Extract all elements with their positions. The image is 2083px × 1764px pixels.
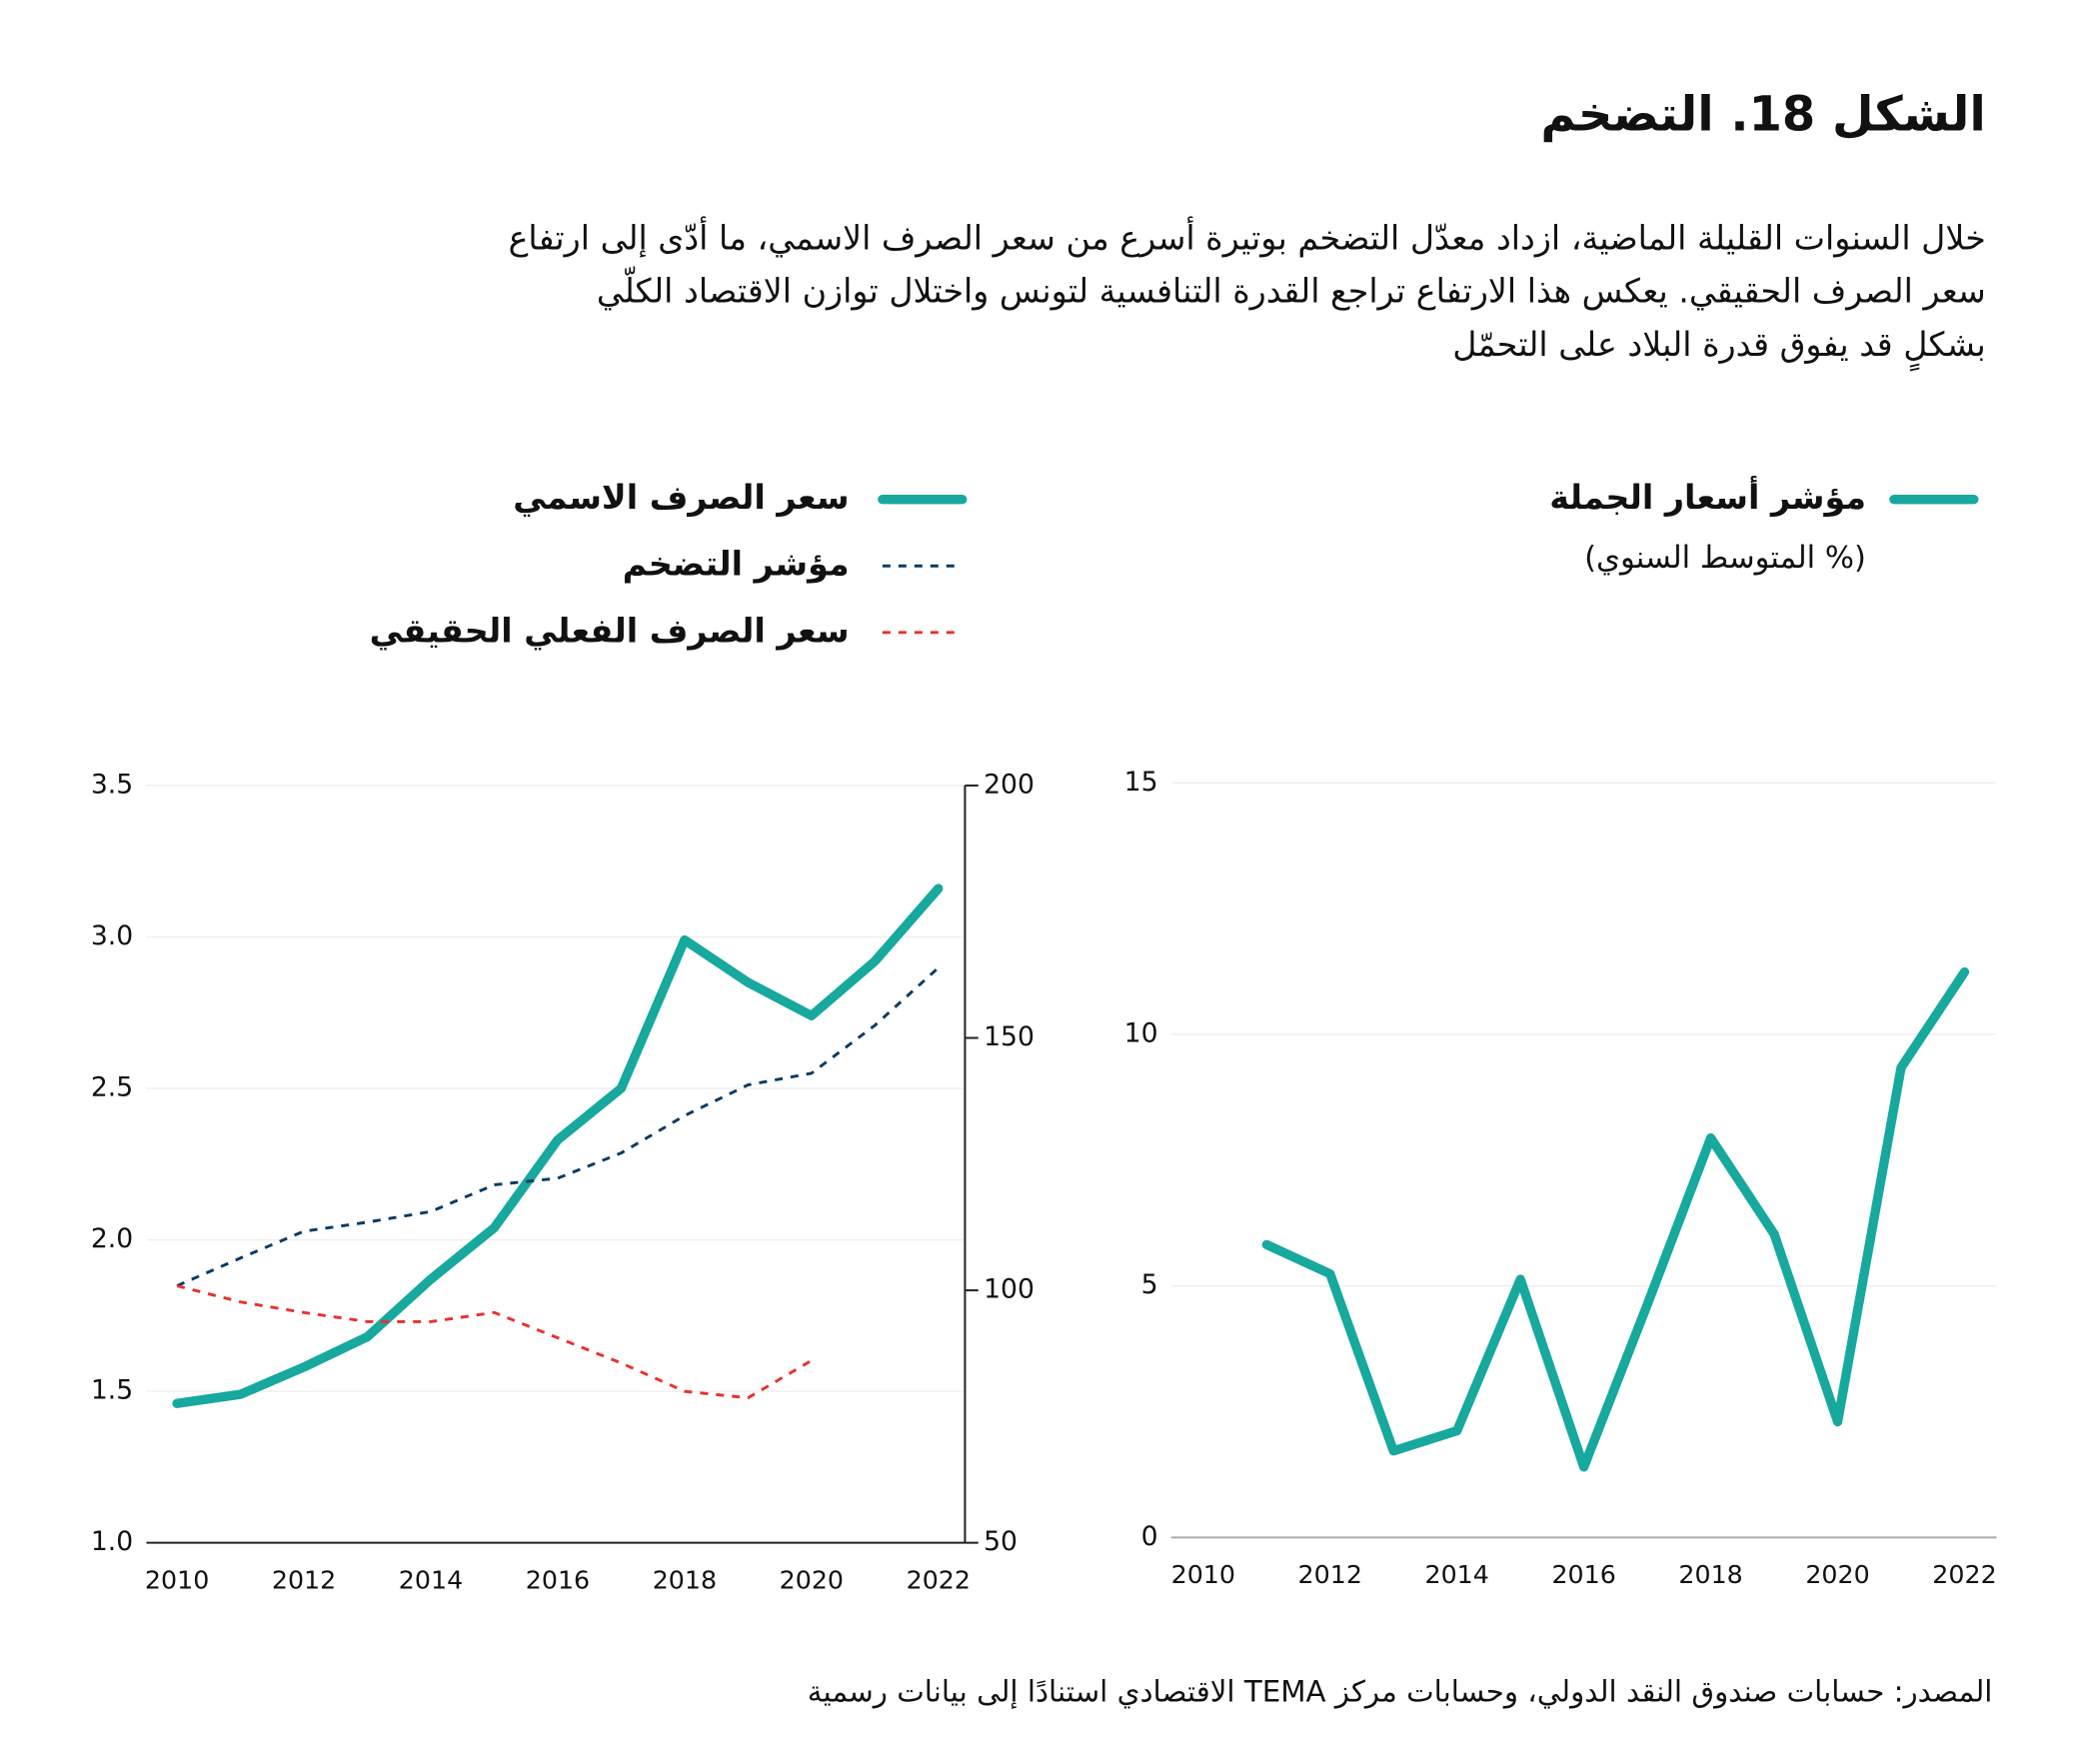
x-tick-label: 2016 [526,1565,590,1594]
series-line [176,966,940,1287]
x-tick-label: 2010 [1171,1560,1235,1589]
series-line [176,1284,813,1400]
y-tick-label: 1.0 [91,1526,133,1557]
legend-label: مؤشر التضخم [623,545,850,585]
y-tick-label: 5 [1141,1269,1158,1300]
x-tick-label: 2022 [1932,1560,1996,1589]
y-tick-label: 2.5 [91,1072,133,1103]
y2-tick-label: 150 [984,1021,1035,1052]
x-tick-label: 2014 [1424,1560,1488,1589]
x-tick-label: 2020 [780,1565,844,1594]
chart-subtitle: (% المتوسط السنوي) [1584,541,1866,576]
y-tick-label: 3.5 [91,769,133,800]
y-tick-label: 1.5 [91,1375,133,1406]
y-tick-label: 3.0 [91,920,133,951]
y2-tick-label: 200 [984,769,1035,800]
y2-tick-label: 100 [984,1274,1035,1305]
y-tick-label: 2.0 [91,1223,133,1254]
x-tick-label: 2022 [907,1565,971,1594]
x-tick-label: 2020 [1805,1560,1869,1589]
y-tick-label: 10 [1124,1017,1158,1048]
x-tick-label: 2012 [272,1565,336,1594]
x-tick-label: 2016 [1551,1560,1615,1589]
legend-label: مؤشر أسعار الجملة [1549,475,1866,518]
title: الشكل 18. التضخم [1540,87,1985,142]
x-tick-label: 2014 [399,1565,463,1594]
description: بشكلٍ قد يفوق قدرة البلاد على التحمّل [1452,325,1985,371]
x-tick-label: 2012 [1298,1560,1362,1589]
y-tick-label: 0 [1141,1521,1158,1552]
description: خلال السنوات القليلة الماضية، ازداد معدّ… [509,216,1986,258]
y2-tick-label: 50 [984,1526,1018,1557]
x-tick-label: 2010 [145,1565,209,1594]
description: سعر الصرف الحقيقي. يعكس هذا الارتفاع ترا… [597,266,1986,310]
y-tick-label: 15 [1124,767,1158,798]
legend-label: سعر الصرف الاسمي [513,478,849,518]
x-tick-label: 2018 [1678,1560,1742,1589]
legend-label: سعر الصرف الفعلي الحقيقي [370,611,850,651]
series-line [172,883,944,1408]
x-tick-label: 2018 [653,1565,717,1594]
source: المصدر: حسابات صندوق النقد الدولي، وحساب… [808,1675,1993,1710]
series-line [1261,966,1970,1472]
